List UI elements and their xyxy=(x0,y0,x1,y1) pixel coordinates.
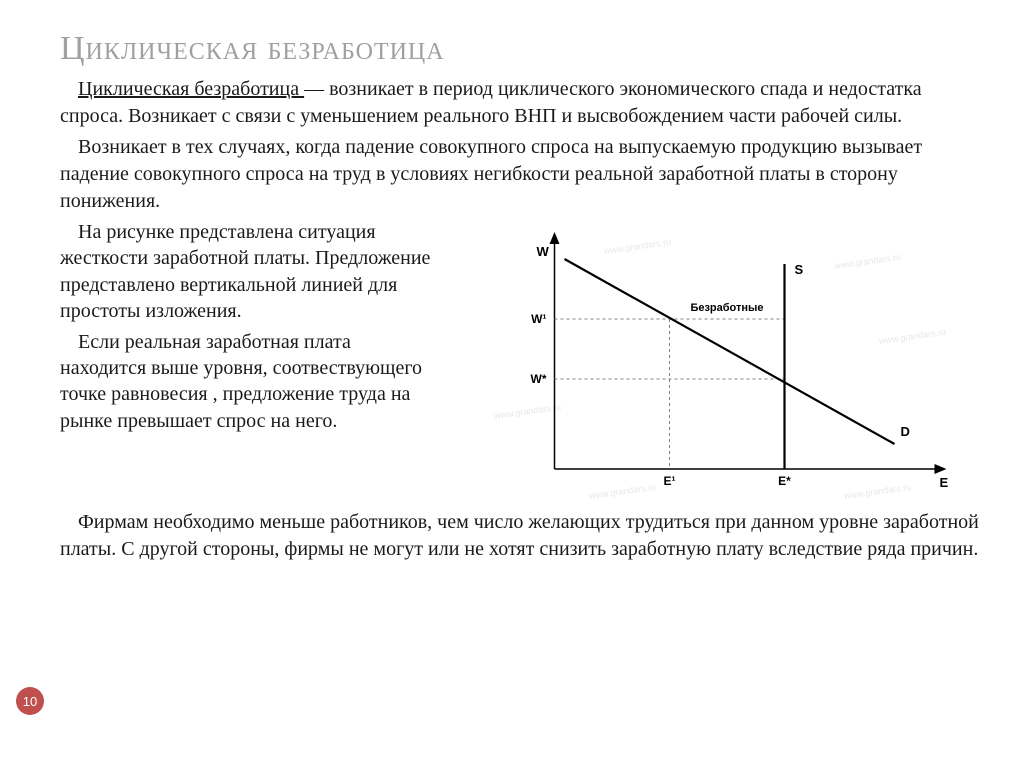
demand-line xyxy=(565,259,895,444)
content-row: На рисунке представлена ситуация жесткос… xyxy=(60,219,979,509)
economics-chart: www.grandars.ru www.grandars.ru www.gran… xyxy=(450,219,979,509)
x-axis-arrow xyxy=(935,464,947,474)
supply-label: S xyxy=(795,262,804,277)
watermark: www.grandars.ru xyxy=(492,402,561,421)
paragraph-1: Циклическая безработица — возникает в пе… xyxy=(60,76,979,130)
y-axis-label: W xyxy=(537,244,550,259)
e1-label: E¹ xyxy=(664,474,676,488)
watermark: www.grandars.ru xyxy=(602,237,671,256)
left-para-1: На рисунке представлена ситуация жесткос… xyxy=(60,219,440,325)
page-number-badge: 10 xyxy=(16,687,44,715)
unemployed-label: Безработные xyxy=(690,302,763,314)
watermark: www.grandars.ru xyxy=(832,252,901,271)
w1-label: W¹ xyxy=(531,312,546,326)
y-axis-arrow xyxy=(550,232,560,244)
left-para-2: Если реальная заработная плата находится… xyxy=(60,329,440,435)
demand-label: D xyxy=(901,424,910,439)
left-column: На рисунке представлена ситуация жесткос… xyxy=(60,219,440,438)
watermark: www.grandars.ru xyxy=(842,482,911,501)
wstar-label: W* xyxy=(531,372,547,386)
watermark: www.grandars.ru xyxy=(877,327,946,346)
term-underline: Циклическая безработица xyxy=(78,78,304,100)
paragraph-2: Возникает в тех случаях, когда падение с… xyxy=(60,134,979,215)
chart-container: www.grandars.ru www.grandars.ru www.gran… xyxy=(450,219,979,509)
slide-title: Циклическая безработица xyxy=(60,30,979,68)
watermark: www.grandars.ru xyxy=(587,482,656,501)
estar-label: E* xyxy=(778,474,791,488)
paragraph-bottom: Фирмам необходимо меньше работников, чем… xyxy=(60,509,979,563)
x-axis-label: E xyxy=(940,475,949,490)
